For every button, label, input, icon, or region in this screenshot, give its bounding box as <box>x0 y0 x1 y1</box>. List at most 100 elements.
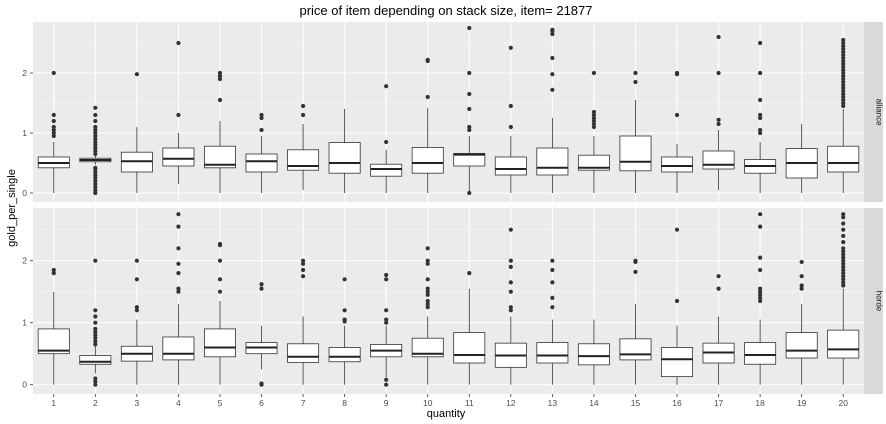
outlier-point <box>841 100 846 106</box>
outlier-point <box>841 97 846 103</box>
box-body <box>203 328 236 358</box>
outlier-point <box>93 342 98 347</box>
outlier-point <box>841 55 846 61</box>
outlier-point <box>508 264 513 269</box>
outlier-point <box>93 118 98 124</box>
outlier-point <box>93 124 98 130</box>
outlier-point <box>467 124 472 130</box>
outlier-point <box>467 190 472 196</box>
outlier-point <box>342 308 347 313</box>
box-8 <box>328 277 361 385</box>
box-body <box>245 153 278 173</box>
outlier-point <box>799 283 804 288</box>
outlier-point <box>93 139 98 145</box>
outlier-point <box>467 271 472 276</box>
outlier-point <box>134 277 139 282</box>
outlier-point <box>841 37 846 43</box>
outlier-point <box>758 295 763 300</box>
outlier-point <box>758 70 763 76</box>
outlier-point <box>51 70 56 76</box>
box-13 <box>536 258 569 385</box>
outlier-point <box>384 320 389 325</box>
strip-background <box>864 208 883 394</box>
facet-horde: 0 1 2 horde <box>22 208 884 394</box>
outlier-point <box>93 184 98 190</box>
outlier-point <box>550 305 555 310</box>
box-20 <box>827 212 860 385</box>
x-axis-label: quantity <box>427 408 466 420</box>
outlier-point <box>841 46 846 52</box>
box-body <box>785 332 818 359</box>
y-tick-label: 2 <box>22 68 27 78</box>
box-body <box>287 149 320 171</box>
box-7 <box>287 258 320 385</box>
outlier-point <box>93 336 98 341</box>
outlier-point <box>716 121 721 127</box>
outlier-point <box>176 212 181 217</box>
box-5 <box>203 241 236 385</box>
outlier-point <box>384 382 389 387</box>
outlier-point <box>841 49 846 55</box>
outlier-point <box>300 274 306 279</box>
outlier-point <box>758 292 763 297</box>
outlier-point <box>841 246 846 251</box>
outlier-point <box>176 112 181 118</box>
box-17 <box>702 34 735 190</box>
box-9 <box>370 272 403 387</box>
x-tick-label: 9 <box>384 398 389 408</box>
box-body <box>453 152 486 167</box>
box-body <box>577 154 610 171</box>
facet-alliance: 0 1 2 alliance <box>22 22 884 202</box>
box-body <box>162 147 195 167</box>
outlier-point <box>841 255 846 260</box>
y-tick-label: 0 <box>22 188 27 198</box>
outlier-point <box>217 76 223 82</box>
outlier-point <box>425 298 430 304</box>
outlier-point <box>51 271 56 276</box>
box-body <box>494 156 527 176</box>
y-tick-label: 2 <box>22 256 27 266</box>
panel-background <box>33 22 864 202</box>
outlier-point <box>841 58 846 64</box>
outlier-point <box>425 305 430 310</box>
outlier-point <box>758 286 763 291</box>
box-11 <box>453 271 486 385</box>
outlier-point <box>550 87 555 92</box>
outlier-point <box>591 109 597 115</box>
outlier-point <box>758 127 763 133</box>
facet-panels: 0 1 2 alliance 0 1 2 horde <box>22 22 884 394</box>
outlier-point <box>758 212 763 217</box>
outlier-point <box>841 82 846 88</box>
x-tick-label: 13 <box>548 398 558 408</box>
outlier-point <box>467 91 472 97</box>
box-body <box>37 328 70 355</box>
outlier-point <box>758 130 763 136</box>
outlier-point <box>508 124 513 130</box>
box-2 <box>79 258 112 387</box>
box-4 <box>162 40 195 184</box>
outlier-point <box>591 70 597 76</box>
box-15 <box>619 258 652 385</box>
outlier-point <box>550 280 555 285</box>
outlier-point <box>93 190 98 196</box>
outlier-point <box>508 289 513 294</box>
outlier-point <box>674 70 680 76</box>
outlier-point <box>217 277 223 282</box>
outlier-point <box>841 79 846 85</box>
outlier-point <box>384 84 389 89</box>
box-body <box>328 347 361 363</box>
box-body <box>702 150 735 170</box>
box-9 <box>370 84 403 193</box>
outlier-point <box>342 277 347 282</box>
outlier-point <box>716 274 721 279</box>
outlier-point <box>93 376 98 381</box>
outlier-point <box>176 224 181 229</box>
outlier-point <box>93 130 98 136</box>
outlier-point <box>217 70 223 76</box>
outlier-point <box>508 280 513 285</box>
outlier-point <box>633 269 638 274</box>
outlier-point <box>384 139 389 145</box>
outlier-point <box>176 286 181 291</box>
outlier-point <box>841 252 846 257</box>
box-10 <box>411 57 444 193</box>
